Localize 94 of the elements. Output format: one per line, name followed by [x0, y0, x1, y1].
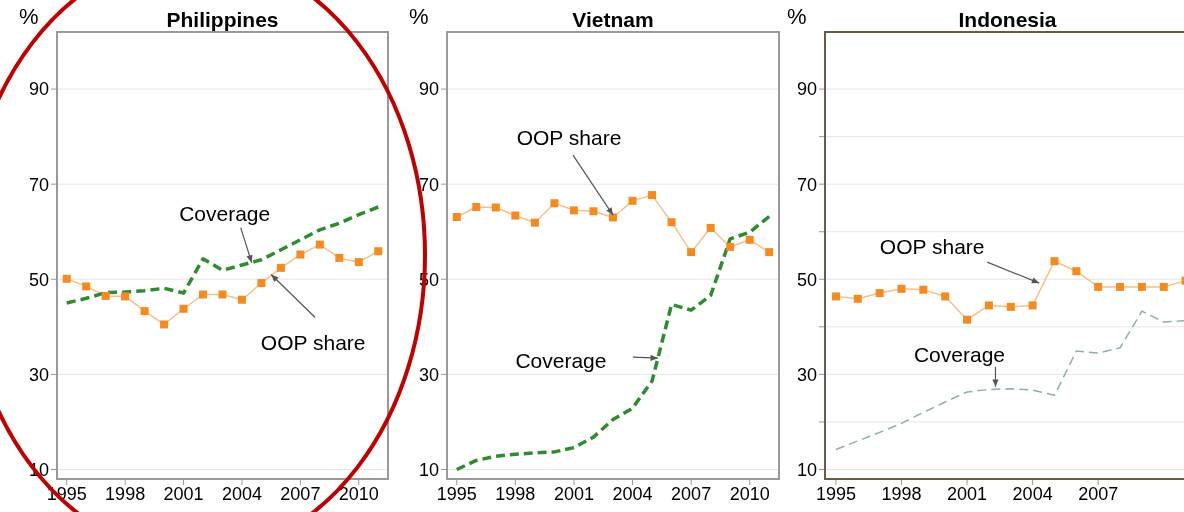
x-tick-label: 1998: [105, 483, 146, 504]
x-tick-label: 2007: [671, 483, 712, 504]
point: [550, 199, 559, 208]
y-axis-title: %: [787, 4, 807, 29]
point: [765, 248, 774, 257]
point: [667, 218, 676, 227]
x-tick-label: 2007: [1078, 483, 1119, 504]
y-tick-label: 30: [796, 364, 817, 385]
point: [160, 320, 169, 329]
point: [62, 274, 71, 283]
point: [101, 291, 110, 300]
point: [745, 235, 754, 244]
chart-title: Indonesia: [958, 8, 1057, 31]
x-tick-label: 2010: [729, 483, 770, 504]
y-tick-label: 10: [796, 459, 817, 480]
x-tick-label: 1995: [436, 483, 477, 504]
point: [569, 206, 578, 215]
point: [919, 285, 928, 294]
line-series: [64, 205, 381, 305]
annotation: OOP share: [879, 235, 985, 259]
point: [257, 279, 266, 288]
point: [199, 290, 208, 299]
point: [530, 218, 539, 227]
y-tick-label: 90: [796, 79, 817, 100]
point: [354, 258, 363, 267]
x-tick-label: 2001: [163, 483, 204, 504]
annotation: OOP share: [260, 330, 366, 354]
x-tick-label: 2004: [612, 483, 653, 504]
point: [609, 213, 617, 222]
x-tick-label: 2004: [221, 483, 262, 504]
point: [941, 292, 950, 301]
x-tick-label: 2001: [553, 483, 594, 504]
point: [589, 207, 598, 216]
y-tick-label: 10: [418, 459, 439, 480]
y-tick-label: 70: [796, 174, 817, 195]
point: [1137, 282, 1146, 291]
point: [687, 248, 696, 257]
annotation: Coverage: [179, 201, 271, 225]
point: [491, 203, 500, 212]
point: [140, 307, 149, 316]
y-axis-title: %: [409, 4, 429, 29]
point: [726, 242, 735, 251]
point: [1116, 282, 1125, 291]
point: [296, 250, 305, 259]
point: [875, 289, 884, 298]
annotation: Coverage: [913, 342, 1006, 366]
line-series: [455, 214, 771, 472]
point: [82, 282, 91, 291]
point: [121, 292, 130, 301]
chart-title: Vietnam: [572, 8, 654, 31]
point: [1028, 301, 1037, 310]
y-tick-label: 90: [28, 79, 49, 100]
point: [276, 263, 285, 272]
point: [963, 315, 972, 324]
point: [897, 284, 906, 293]
point: [1006, 302, 1015, 311]
x-tick-label: 1998: [881, 483, 922, 504]
chart-title: Philippines: [166, 8, 279, 31]
point: [1050, 257, 1059, 266]
annotation: OOP share: [516, 126, 622, 150]
point: [853, 294, 862, 303]
point: [179, 304, 188, 313]
y-tick-label: 50: [796, 269, 817, 290]
y-tick-label: 70: [28, 174, 49, 195]
x-tick-label: 2010: [338, 483, 379, 504]
point: [472, 203, 481, 211]
y-tick-label: 70: [418, 174, 439, 195]
y-tick-label: 50: [28, 269, 49, 290]
point: [984, 301, 993, 310]
x-tick-label: 1998: [495, 483, 536, 504]
point: [374, 247, 383, 256]
annotation: Coverage: [515, 349, 607, 373]
point: [648, 191, 657, 200]
x-tick-label: 2004: [1012, 483, 1053, 504]
point: [218, 290, 227, 299]
point: [1159, 282, 1168, 291]
x-tick-label: 2007: [280, 483, 321, 504]
point: [452, 212, 461, 221]
point: [831, 292, 840, 301]
point: [511, 211, 520, 220]
y-tick-label: 90: [418, 79, 439, 100]
point: [706, 223, 715, 232]
y-axis-title: %: [19, 4, 39, 29]
x-tick-label: 2001: [947, 483, 988, 504]
point: [628, 196, 637, 205]
x-tick-label: 1995: [815, 483, 856, 504]
y-tick-label: 30: [28, 364, 49, 385]
point: [1094, 282, 1103, 291]
point: [315, 240, 324, 249]
point: [335, 253, 344, 262]
line-series: [835, 310, 1184, 451]
y-tick-label: 30: [418, 364, 439, 385]
point: [237, 295, 246, 304]
point: [1072, 267, 1081, 276]
